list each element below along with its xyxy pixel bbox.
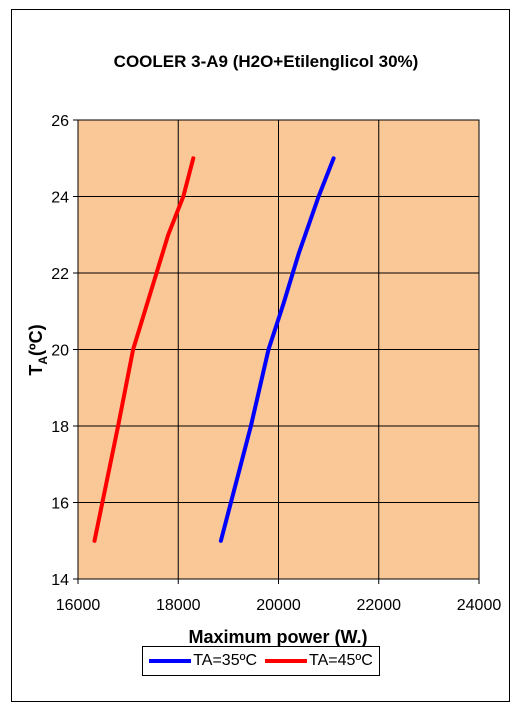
x-tick-label: 24000 (457, 597, 502, 614)
x-axis-label: Maximum power (W.) (188, 627, 367, 647)
y-tick-label: 16 (51, 496, 69, 513)
chart-title: COOLER 3-A9 (H2O+Etilenglicol 30%) (114, 52, 419, 71)
y-tick-label: 18 (51, 419, 69, 436)
series-line-ta45 (92, 156, 196, 543)
y-tick-label: 14 (51, 572, 69, 589)
legend-swatch-ta35 (149, 659, 192, 663)
legend-entry-ta35: TA=35ºC (149, 652, 257, 670)
y-axis-label-unit: (ºC) (26, 324, 46, 356)
y-tick-label: 24 (51, 190, 69, 207)
legend: TA=35ºC TA=45ºC (142, 646, 380, 676)
y-axis-label-subscript: A (36, 356, 50, 365)
y-tick-label: 20 (51, 343, 69, 360)
svg-text:TA(ºC): TA(ºC) (26, 324, 50, 375)
y-axis-label: TA(ºC) (26, 324, 50, 375)
legend-swatch-ta45 (265, 659, 307, 663)
axes (73, 119, 480, 584)
y-tick-label: 26 (51, 113, 69, 130)
x-tick-label: 18000 (156, 597, 201, 614)
tick-labels: 16000 18000 20000 22000 24000 14 16 18 20 22 24 26 (51, 113, 501, 614)
x-tick-label: 22000 (357, 597, 402, 614)
series-lines (92, 156, 336, 543)
x-tick-label: 16000 (56, 597, 101, 614)
legend-entry-ta45: TA=45ºC (265, 652, 373, 670)
legend-label-ta35: TA=35ºC (193, 652, 257, 669)
x-tick-label: 20000 (256, 597, 301, 614)
y-tick-label: 22 (51, 266, 69, 283)
legend-label-ta45: TA=45ºC (309, 652, 373, 669)
series-line-ta35 (218, 156, 336, 543)
grid-lines (78, 120, 479, 579)
y-axis-label-main: T (26, 365, 46, 376)
